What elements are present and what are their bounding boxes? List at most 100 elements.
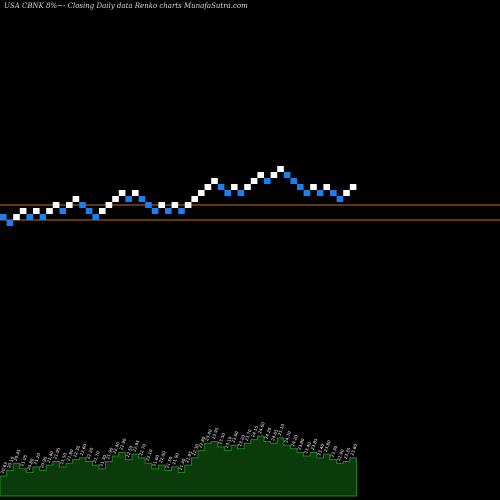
volume-label: 22.10 — [145, 448, 154, 461]
volume-label: 21.05 — [19, 454, 28, 467]
volume-label: 21.30 — [99, 454, 108, 467]
renko-brick — [0, 214, 7, 220]
volume-label: 22.40 — [112, 441, 121, 454]
renko-brick — [178, 208, 185, 214]
volume-label: 21.85 — [184, 450, 193, 463]
reference-lines — [0, 204, 500, 221]
renko-brick — [6, 220, 14, 226]
volume-label: 20.63 — [0, 461, 8, 474]
volume-label: 23.95 — [211, 427, 220, 440]
renko-brick — [349, 184, 357, 190]
volume-label: 24.60 — [257, 421, 266, 434]
volume-label: 23.60 — [231, 430, 240, 443]
renko-brick — [224, 190, 231, 196]
volume-label: 22.80 — [198, 436, 207, 449]
volume-label: 23.50 — [217, 432, 226, 445]
renko-brick — [257, 172, 264, 178]
volume-label: 20.80 — [26, 457, 35, 470]
renko-brick — [290, 178, 297, 184]
renko-brick — [231, 184, 238, 190]
volume-label: 21.20 — [33, 452, 42, 465]
renko-brick — [237, 190, 245, 196]
renko-brick — [336, 196, 344, 202]
renko-brick — [171, 202, 179, 208]
renko-brick — [264, 178, 271, 184]
renko-brick — [125, 196, 132, 202]
volume-labels: 20.6320.1020.4521.0520.8021.2020.9021.40… — [0, 421, 358, 474]
volume-label: 23.80 — [349, 443, 358, 456]
renko-bricks — [0, 166, 357, 226]
renko-brick — [244, 184, 251, 190]
volume-label: 22.90 — [336, 448, 345, 461]
volume-area-path — [0, 435, 357, 497]
chart-title: USA CBNK 8%~- Closing Daily data Renko c… — [4, 2, 248, 10]
volume-label: 21.90 — [171, 452, 180, 465]
volume-label: 24.15 — [250, 425, 259, 438]
renko-brick — [151, 208, 159, 214]
volume-label: 23.20 — [237, 434, 246, 447]
renko-brick — [158, 202, 165, 208]
volume-label: 20.45 — [13, 448, 22, 461]
renko-brick — [105, 202, 113, 208]
volume-label: 23.30 — [330, 445, 339, 458]
volume-label: 21.90 — [105, 447, 114, 460]
renko-brick — [277, 166, 284, 172]
renko-brick — [52, 202, 60, 208]
volume-label: 21.50 — [165, 456, 174, 469]
renko-brick — [323, 184, 330, 190]
renko-brick — [19, 208, 27, 214]
volume-label: 23.10 — [224, 436, 233, 449]
renko-brick — [33, 208, 40, 214]
volume-label: 25.10 — [277, 423, 286, 436]
renko-brick — [138, 196, 146, 202]
renko-brick — [46, 208, 53, 214]
renko-brick — [165, 208, 172, 214]
volume-label: 22.90 — [118, 437, 127, 450]
renko-brick — [66, 202, 73, 208]
volume-label: 23.40 — [204, 428, 213, 441]
renko-brick — [283, 172, 291, 178]
renko-brick — [184, 202, 192, 208]
volume-label: 22.00 — [158, 450, 167, 463]
renko-brick — [112, 196, 119, 202]
renko-brick — [85, 208, 93, 214]
renko-brick — [99, 208, 106, 214]
volume-label: 22.30 — [72, 445, 81, 458]
renko-brick — [26, 214, 33, 220]
volume-label: 22.95 — [132, 439, 141, 452]
renko-brick — [59, 208, 66, 214]
renko-brick — [198, 190, 205, 196]
renko-brick — [270, 172, 278, 178]
volume-label: 21.70 — [92, 450, 101, 463]
renko-brick — [316, 190, 324, 196]
renko-brick — [297, 184, 304, 190]
volume-label: 21.80 — [66, 448, 75, 461]
renko-brick — [330, 190, 337, 196]
renko-brick — [118, 190, 126, 196]
volume-label: 22.60 — [79, 443, 88, 456]
volume-label: 21.60 — [151, 454, 160, 467]
renko-brick — [145, 202, 152, 208]
volume-label: 21.95 — [52, 447, 61, 460]
renko-brick — [132, 190, 139, 196]
renko-brick — [303, 190, 311, 196]
volume-label: 23.85 — [310, 437, 319, 450]
renko-brick — [39, 214, 47, 220]
volume-label: 23.40 — [303, 441, 312, 454]
volume-label: 23.70 — [244, 428, 253, 441]
renko-brick — [92, 214, 99, 220]
renko-brick — [250, 178, 258, 184]
renko-brick — [72, 196, 80, 202]
volume-label: 24.70 — [283, 430, 292, 443]
volume-label: 20.10 — [6, 456, 15, 469]
renko-brick — [13, 214, 20, 220]
volume-label: 23.40 — [316, 443, 325, 456]
volume-label: 22.70 — [138, 443, 147, 456]
volume-label: 21.40 — [46, 450, 55, 463]
volume-label: 22.30 — [191, 443, 200, 456]
volume-label: 21.50 — [59, 452, 68, 465]
volume-label: 22.50 — [125, 445, 134, 458]
volume-area — [0, 435, 357, 497]
renko-brick — [79, 202, 86, 208]
